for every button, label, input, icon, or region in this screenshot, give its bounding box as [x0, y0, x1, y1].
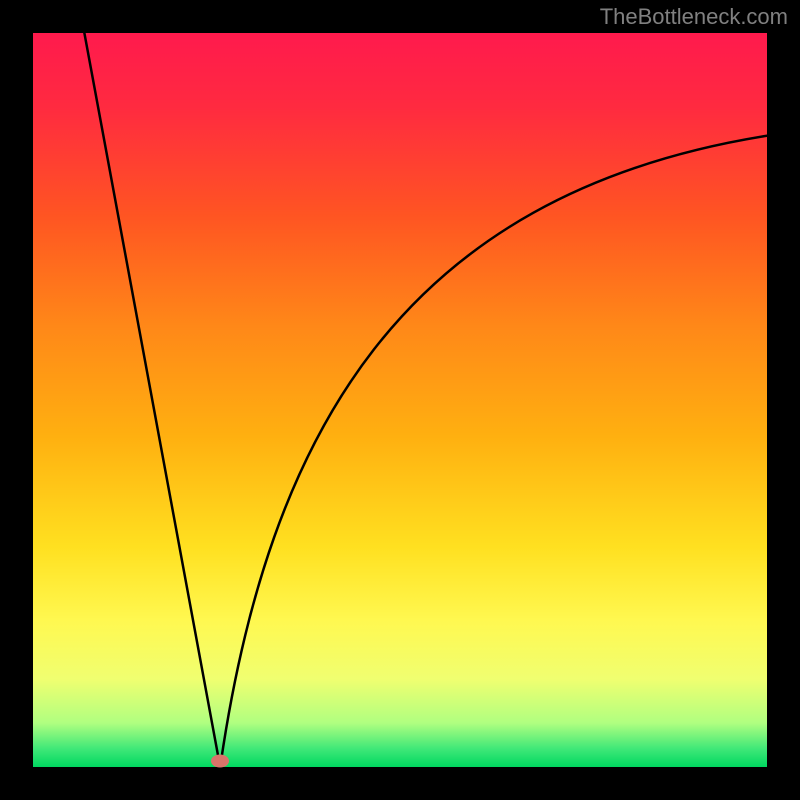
watermark-text: TheBottleneck.com — [600, 4, 788, 30]
curve-svg — [33, 33, 767, 767]
minimum-marker — [211, 755, 229, 768]
bottleneck-curve — [84, 33, 767, 767]
plot-area — [33, 33, 767, 767]
